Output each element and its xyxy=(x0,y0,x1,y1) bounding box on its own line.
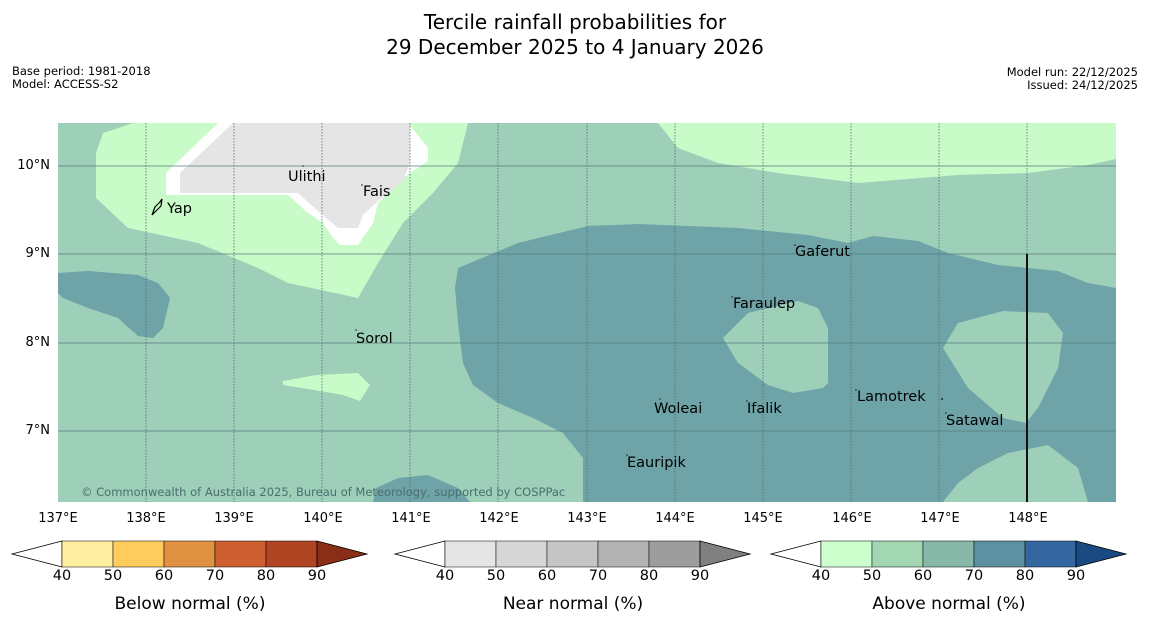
lon-label-138e: 138°E xyxy=(126,511,166,526)
colorbar-extend-high xyxy=(699,540,752,568)
colorbar-tick-label: 40 xyxy=(435,568,455,584)
colorbar-tick-label: 70 xyxy=(588,568,608,584)
place-yap: Yap xyxy=(166,201,192,217)
island-markers xyxy=(302,165,947,456)
colorbar-segment xyxy=(444,540,497,568)
place-satawal: Satawal xyxy=(946,413,1003,429)
region-above-50-60-faraulep xyxy=(723,301,828,393)
colorbar-segment xyxy=(820,540,873,568)
model-run: Model run: 22/12/2025 xyxy=(1006,65,1138,79)
region-above-50-60-east xyxy=(943,311,1063,423)
lon-label-148e: 148°E xyxy=(1008,511,1048,526)
lon-label-140e: 140°E xyxy=(303,511,343,526)
colorbar-tick-label: 40 xyxy=(52,568,72,584)
lon-label-145e: 145°E xyxy=(743,511,783,526)
colorbar-tick-label: 60 xyxy=(154,568,174,584)
colorbar-tick-label: 70 xyxy=(205,568,225,584)
place-woleai: Woleai xyxy=(654,401,702,417)
region-above-60-70-west xyxy=(58,271,170,338)
lon-label-141e: 141°E xyxy=(391,511,431,526)
lon-label-143e: 143°E xyxy=(567,511,607,526)
colorbar-segment xyxy=(495,540,548,568)
model-name: Model: ACCESS-S2 xyxy=(12,77,119,91)
place-ulithi: Ulithi xyxy=(288,169,326,185)
place-ifalik: Ifalik xyxy=(747,401,782,417)
region-above-60-70-south xyxy=(373,475,470,502)
lon-gridlines xyxy=(145,123,1028,502)
colorbar-segment xyxy=(61,540,114,568)
yap-island-icon xyxy=(151,198,163,216)
issued-date: Issued: 24/12/2025 xyxy=(1027,78,1138,92)
lat-label-7n: 7°N xyxy=(25,423,51,438)
colorbar-tick-label: 90 xyxy=(1066,568,1086,584)
colorbar-segment xyxy=(648,540,701,568)
colorbar-tick-label: 80 xyxy=(639,568,659,584)
chart-title: Tercile rainfall probabilities for 29 De… xyxy=(0,10,1150,60)
colorbar-tick-label: 50 xyxy=(862,568,882,584)
colorbar-tick-label: 60 xyxy=(537,568,557,584)
title-line-1: Tercile rainfall probabilities for xyxy=(423,10,727,34)
colorbar-label-near: Near normal (%) xyxy=(502,594,644,614)
colorbar-segment xyxy=(1024,540,1077,568)
title-line-2: 29 December 2025 to 4 January 2026 xyxy=(386,35,764,59)
colorbar-segment xyxy=(163,540,216,568)
colorbar-tick-label: 50 xyxy=(103,568,123,584)
place-lamotrek: Lamotrek xyxy=(857,389,926,405)
place-fais: Fais xyxy=(363,184,390,200)
lon-label-142e: 142°E xyxy=(479,511,519,526)
colorbar-tick-label: 50 xyxy=(486,568,506,584)
copyright-text: © Commonwealth of Australia 2025, Bureau… xyxy=(81,485,565,499)
colorbar-tick-label: 90 xyxy=(690,568,710,584)
colorbar-extend-low xyxy=(10,540,63,568)
place-gaferut: Gaferut xyxy=(795,244,850,260)
colorbar-tick-label: 90 xyxy=(307,568,327,584)
place-faraulep: Faraulep xyxy=(733,296,795,312)
colorbar-extend-low xyxy=(769,540,822,568)
region-near-normal xyxy=(180,123,410,228)
colorbar-segment xyxy=(112,540,165,568)
lon-label-146e: 146°E xyxy=(832,511,872,526)
colorbar-below-normal xyxy=(10,540,369,568)
lat-label-10n: 10°N xyxy=(17,158,50,173)
colorbar-label-above: Above normal (%) xyxy=(872,594,1026,614)
colorbar-label-below: Below normal (%) xyxy=(114,594,266,614)
region-above-40-50-northeast xyxy=(658,123,1116,183)
lon-label-144e: 144°E xyxy=(655,511,695,526)
colorbar-segment xyxy=(265,540,318,568)
colorbar-tick-label: 40 xyxy=(811,568,831,584)
colorbar-segment xyxy=(922,540,975,568)
colorbar-segment xyxy=(597,540,650,568)
colorbars xyxy=(10,540,1128,568)
place-sorol: Sorol xyxy=(356,331,393,347)
colorbar-near-normal xyxy=(393,540,752,568)
lon-label-139e: 139°E xyxy=(214,511,254,526)
colorbar-segment xyxy=(871,540,924,568)
place-eauripik: Eauripik xyxy=(627,455,686,471)
colorbar-tick-label: 80 xyxy=(256,568,276,584)
colorbar-tick-label: 60 xyxy=(913,568,933,584)
meta-right: Model run: 22/12/2025 Issued: 24/12/2025 xyxy=(1007,66,1138,92)
colorbar-tick-label: 80 xyxy=(1015,568,1035,584)
lon-label-147e: 147°E xyxy=(920,511,960,526)
colorbar-extend-high xyxy=(316,540,369,568)
colorbar-segment xyxy=(973,540,1026,568)
meta-left: Base period: 1981-2018 Model: ACCESS-S2 xyxy=(12,65,151,91)
lon-label-137e: 137°E xyxy=(38,511,78,526)
lat-label-8n: 8°N xyxy=(25,335,51,350)
lat-label-9n: 9°N xyxy=(25,246,51,261)
colorbar-above-normal xyxy=(769,540,1128,568)
forecast-map: Ulithi Fais Yap Gaferut Faraulep Sorol L… xyxy=(58,123,1116,502)
colorbar-segment xyxy=(214,540,267,568)
region-above-40-50-sorol xyxy=(283,373,370,401)
colorbar-segment xyxy=(546,540,599,568)
colorbar-tick-label: 70 xyxy=(964,568,984,584)
colorbar-extend-low xyxy=(393,540,446,568)
base-period: Base period: 1981-2018 xyxy=(12,64,151,78)
colorbar-extend-high xyxy=(1075,540,1128,568)
